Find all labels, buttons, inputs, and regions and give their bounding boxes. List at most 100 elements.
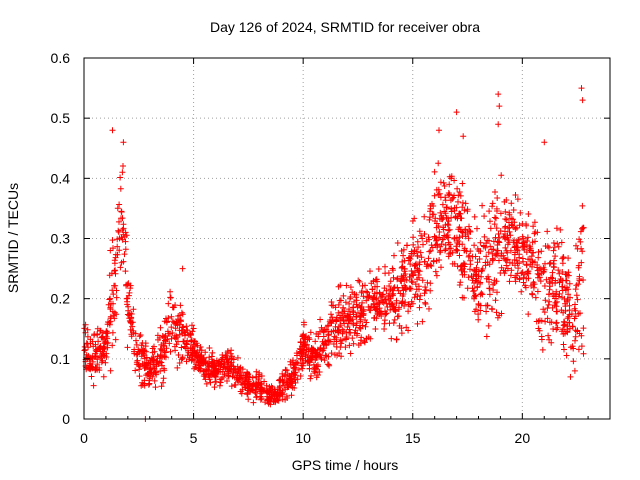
- data-point: [370, 278, 377, 285]
- data-point: [302, 357, 309, 364]
- data-point: [171, 343, 178, 350]
- data-point: [158, 383, 165, 390]
- data-point: [502, 231, 508, 237]
- data-point: [112, 270, 119, 277]
- data-point: [553, 319, 560, 326]
- y-tick-label: 0.1: [51, 351, 71, 367]
- data-point: [304, 336, 311, 343]
- data-point: [253, 386, 260, 393]
- data-point: [491, 214, 498, 221]
- data-point: [502, 208, 509, 215]
- data-point: [505, 237, 512, 243]
- data-point: [573, 292, 580, 299]
- data-point: [514, 196, 521, 203]
- data-point: [550, 293, 557, 300]
- data-point: [493, 251, 500, 257]
- data-point: [477, 307, 484, 314]
- data-point: [122, 246, 129, 253]
- data-point: [567, 373, 574, 380]
- data-point: [410, 241, 417, 248]
- data-point: [525, 311, 532, 318]
- data-point: [566, 319, 573, 326]
- data-point: [187, 332, 194, 339]
- data-point: [291, 385, 298, 391]
- data-point: [346, 342, 353, 349]
- data-point: [377, 297, 384, 304]
- data-point: [433, 235, 440, 241]
- data-point: [318, 324, 325, 331]
- data-point: [515, 236, 522, 243]
- data-point: [372, 326, 379, 332]
- axis-ticks: 0 5 10 15 20 0 0.1 0.2 0.3 0.4 0.5 0.6: [51, 50, 610, 446]
- data-point: [175, 352, 182, 358]
- data-point: [430, 211, 437, 218]
- data-point: [575, 310, 582, 317]
- data-point: [415, 283, 422, 290]
- data-point: [506, 224, 513, 231]
- data-point: [115, 227, 122, 234]
- data-point: [220, 374, 227, 381]
- data-point: [84, 326, 91, 333]
- data-point: [544, 305, 551, 312]
- data-point: [577, 228, 584, 235]
- data-point: [489, 203, 496, 210]
- y-tick-label: 0.5: [51, 110, 71, 126]
- data-point: [411, 215, 418, 222]
- data-point: [542, 243, 549, 249]
- data-point: [192, 341, 198, 348]
- data-point: [347, 350, 354, 357]
- data-point: [387, 286, 394, 293]
- data-point: [423, 286, 430, 293]
- data-point: [506, 209, 513, 216]
- data-point: [526, 245, 533, 252]
- data-point: [405, 308, 412, 315]
- data-point: [535, 249, 542, 255]
- data-point: [388, 335, 395, 342]
- data-point: [393, 300, 400, 306]
- data-point: [202, 376, 209, 383]
- data-point: [307, 329, 314, 336]
- data-point: [461, 245, 468, 252]
- data-point: [409, 279, 416, 286]
- data-point: [98, 334, 105, 341]
- data-point: [556, 290, 563, 297]
- data-point: [522, 284, 529, 291]
- data-point: [183, 358, 190, 365]
- data-point: [294, 376, 301, 383]
- data-point: [276, 391, 283, 398]
- data-point: [167, 288, 174, 295]
- data-point: [332, 304, 339, 311]
- data-point: [579, 97, 586, 104]
- data-point: [176, 360, 183, 366]
- data-point: [444, 234, 451, 241]
- data-point: [340, 292, 347, 299]
- x-tick-label: 5: [190, 430, 198, 446]
- data-point: [456, 252, 463, 259]
- data-point: [364, 294, 371, 301]
- data-point: [372, 306, 379, 312]
- data-point: [160, 375, 167, 382]
- data-point: [85, 344, 92, 351]
- data-point: [419, 318, 426, 325]
- data-point: [87, 340, 94, 347]
- data-point: [94, 331, 101, 337]
- data-point: [461, 207, 468, 214]
- data-point: [551, 244, 558, 251]
- data-point: [188, 357, 195, 364]
- data-point: [177, 302, 184, 309]
- data-point: [168, 313, 175, 320]
- data-point: [308, 345, 315, 351]
- data-point: [458, 266, 465, 273]
- data-point: [276, 383, 283, 390]
- data-point: [542, 318, 549, 325]
- data-point: [439, 201, 446, 208]
- data-point: [527, 256, 533, 263]
- data-point: [209, 371, 216, 378]
- data-point: [146, 357, 153, 364]
- data-point: [237, 364, 244, 371]
- data-point: [426, 248, 433, 255]
- data-point: [433, 257, 440, 264]
- data-point: [404, 242, 411, 249]
- data-point: [259, 386, 265, 393]
- data-point: [381, 320, 388, 327]
